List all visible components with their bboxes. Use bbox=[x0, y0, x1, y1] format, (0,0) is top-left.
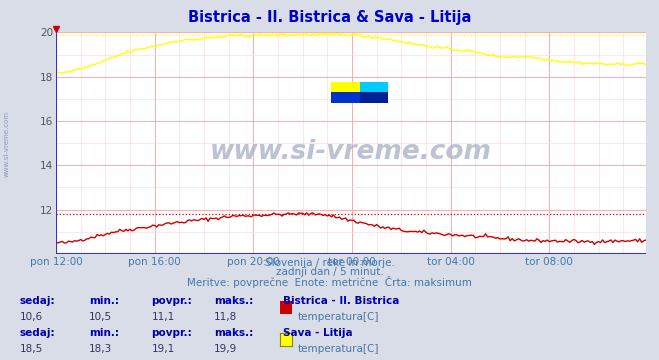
Text: zadnji dan / 5 minut.: zadnji dan / 5 minut. bbox=[275, 267, 384, 277]
Text: temperatura[C]: temperatura[C] bbox=[298, 312, 380, 322]
Text: Bistrica - Il. Bistrica & Sava - Litija: Bistrica - Il. Bistrica & Sava - Litija bbox=[188, 10, 471, 25]
Text: Bistrica - Il. Bistrica: Bistrica - Il. Bistrica bbox=[283, 296, 400, 306]
Text: min.:: min.: bbox=[89, 296, 119, 306]
Text: 11,1: 11,1 bbox=[152, 312, 175, 322]
Text: 11,8: 11,8 bbox=[214, 312, 237, 322]
Text: maks.:: maks.: bbox=[214, 328, 254, 338]
Text: 19,1: 19,1 bbox=[152, 344, 175, 354]
Text: povpr.:: povpr.: bbox=[152, 296, 192, 306]
Text: povpr.:: povpr.: bbox=[152, 328, 192, 338]
Text: Slovenija / reke in morje.: Slovenija / reke in morje. bbox=[264, 258, 395, 268]
Text: sedaj:: sedaj: bbox=[20, 328, 55, 338]
Text: 18,3: 18,3 bbox=[89, 344, 112, 354]
Text: maks.:: maks.: bbox=[214, 296, 254, 306]
Text: 18,5: 18,5 bbox=[20, 344, 43, 354]
Text: 10,5: 10,5 bbox=[89, 312, 112, 322]
Text: sedaj:: sedaj: bbox=[20, 296, 55, 306]
Text: Sava - Litija: Sava - Litija bbox=[283, 328, 353, 338]
Text: 10,6: 10,6 bbox=[20, 312, 43, 322]
Bar bbox=[331, 82, 360, 92]
Bar bbox=[360, 92, 388, 103]
Bar bbox=[360, 82, 388, 92]
Text: temperatura[C]: temperatura[C] bbox=[298, 344, 380, 354]
Text: 19,9: 19,9 bbox=[214, 344, 237, 354]
Text: min.:: min.: bbox=[89, 328, 119, 338]
Text: www.si-vreme.com: www.si-vreme.com bbox=[3, 111, 9, 177]
Bar bbox=[331, 92, 360, 103]
Text: Meritve: povprečne  Enote: metrične  Črta: maksimum: Meritve: povprečne Enote: metrične Črta:… bbox=[187, 276, 472, 288]
Text: www.si-vreme.com: www.si-vreme.com bbox=[210, 139, 492, 165]
